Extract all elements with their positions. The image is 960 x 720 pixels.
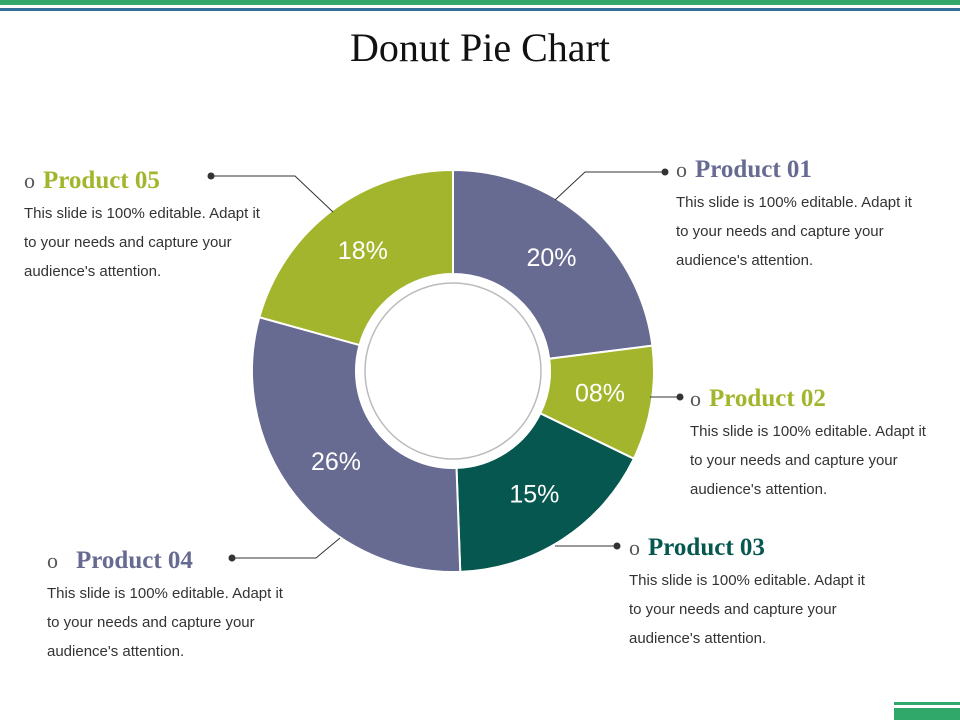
donut-inner-ring xyxy=(364,282,542,460)
bullet-icon: o xyxy=(629,535,640,560)
bullet-icon: o xyxy=(24,168,35,193)
bullet-icon: o xyxy=(676,157,687,182)
callout-title: Product 04 xyxy=(76,547,193,574)
leader-dot-product-02 xyxy=(676,393,684,401)
callout-description: This slide is 100% editable. Adapt it to… xyxy=(24,205,260,280)
slice-label-5: 18% xyxy=(338,237,388,265)
donut-slice-5 xyxy=(258,168,454,347)
slice-label-4: 26% xyxy=(311,448,361,476)
leader-dot-product-03 xyxy=(613,542,621,550)
leader-line-product-04 xyxy=(232,537,341,559)
donut-slice-4 xyxy=(251,315,462,573)
callout-description: This slide is 100% editable. Adapt it to… xyxy=(47,585,283,660)
slice-label-2: 08% xyxy=(575,380,625,408)
bullet-icon: o xyxy=(47,548,58,573)
top-accent-bar xyxy=(0,0,960,5)
callout-title: Product 01 xyxy=(695,156,812,183)
callout-title: Product 02 xyxy=(709,385,826,412)
callout-product-01: o Product 01 This slide is 100% editable… xyxy=(676,156,936,275)
callout-description: This slide is 100% editable. Adapt it to… xyxy=(629,572,865,647)
leader-dot-product-05 xyxy=(207,172,215,180)
callout-title: Product 03 xyxy=(648,534,765,561)
bullet-icon: o xyxy=(690,386,701,411)
leader-dot-product-01 xyxy=(661,168,669,176)
callout-product-03: o Product 03 This slide is 100% editable… xyxy=(629,534,889,653)
callout-description: This slide is 100% editable. Adapt it to… xyxy=(690,423,926,498)
slice-label-3: 15% xyxy=(509,480,559,508)
callout-title: Product 05 xyxy=(43,167,160,194)
callout-product-04: o Product 04 This slide is 100% editable… xyxy=(47,547,307,666)
leader-line-product-01 xyxy=(554,171,665,201)
leader-line-product-05 xyxy=(211,175,334,213)
callout-description: This slide is 100% editable. Adapt it to… xyxy=(676,194,912,269)
callout-product-02: o Product 02 This slide is 100% editable… xyxy=(690,385,950,504)
corner-accent-bar xyxy=(894,705,960,720)
donut-slice-3 xyxy=(455,411,636,573)
leader-dot-product-04 xyxy=(228,554,236,562)
slice-label-1: 20% xyxy=(526,244,576,272)
callout-product-05: o Product 05 This slide is 100% editable… xyxy=(24,167,284,286)
top-accent-line xyxy=(0,8,960,11)
slide-title: Donut Pie Chart xyxy=(350,25,610,70)
donut-slice-1 xyxy=(452,168,654,360)
